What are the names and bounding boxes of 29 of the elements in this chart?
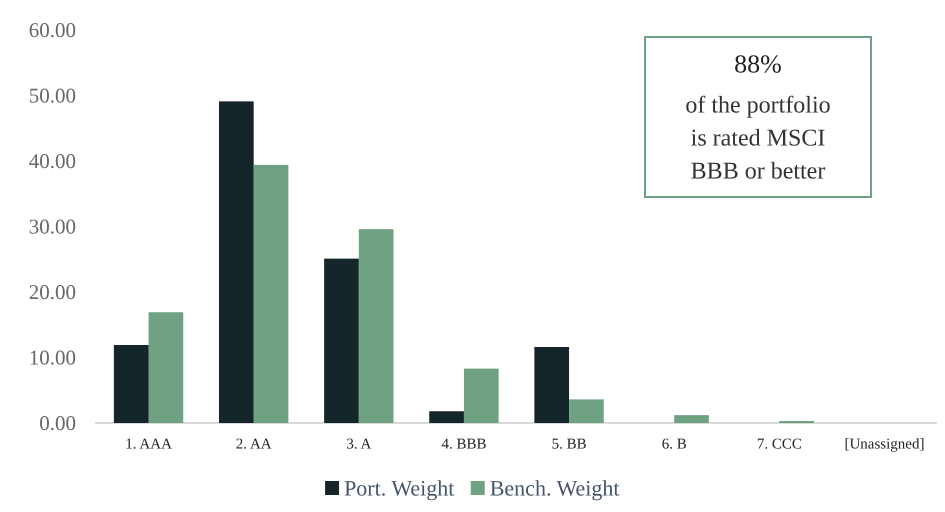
x-tick-label: 6. B bbox=[662, 436, 687, 452]
bar bbox=[464, 368, 499, 423]
x-tick-label: 1. AAA bbox=[125, 436, 172, 452]
bar bbox=[569, 399, 604, 423]
bar bbox=[114, 345, 149, 423]
bar bbox=[324, 258, 359, 423]
bar bbox=[429, 411, 464, 423]
y-tick-label: 20.00 bbox=[28, 280, 76, 304]
bar bbox=[534, 347, 570, 423]
bar bbox=[358, 229, 394, 423]
bar bbox=[674, 415, 709, 423]
x-tick-label: [Unassigned] bbox=[844, 436, 924, 452]
y-tick-label: 0.00 bbox=[39, 411, 76, 435]
y-tick-label: 30.00 bbox=[28, 214, 76, 238]
x-tick-label: 2. AA bbox=[236, 436, 272, 452]
bar bbox=[218, 101, 254, 423]
x-tick-label: 4. BBB bbox=[441, 436, 486, 452]
x-tick-label: 5. BB bbox=[552, 436, 587, 452]
legend-label: Bench. Weight bbox=[490, 476, 620, 500]
x-tick-label: 3. A bbox=[346, 436, 372, 452]
y-tick-label: 10.00 bbox=[28, 346, 76, 370]
y-tick-label: 50.00 bbox=[28, 84, 76, 108]
annotation: 88% of the portfolio is rated MSCI BBB or better bbox=[685, 50, 831, 184]
x-tick-label: 7. CCC bbox=[756, 436, 802, 452]
legend-label: Port. Weight bbox=[344, 476, 454, 500]
bar bbox=[254, 164, 288, 423]
y-tick-label: 40.00 bbox=[28, 149, 76, 173]
y-tick-label: 60.00 bbox=[28, 18, 76, 42]
bar bbox=[148, 312, 184, 423]
